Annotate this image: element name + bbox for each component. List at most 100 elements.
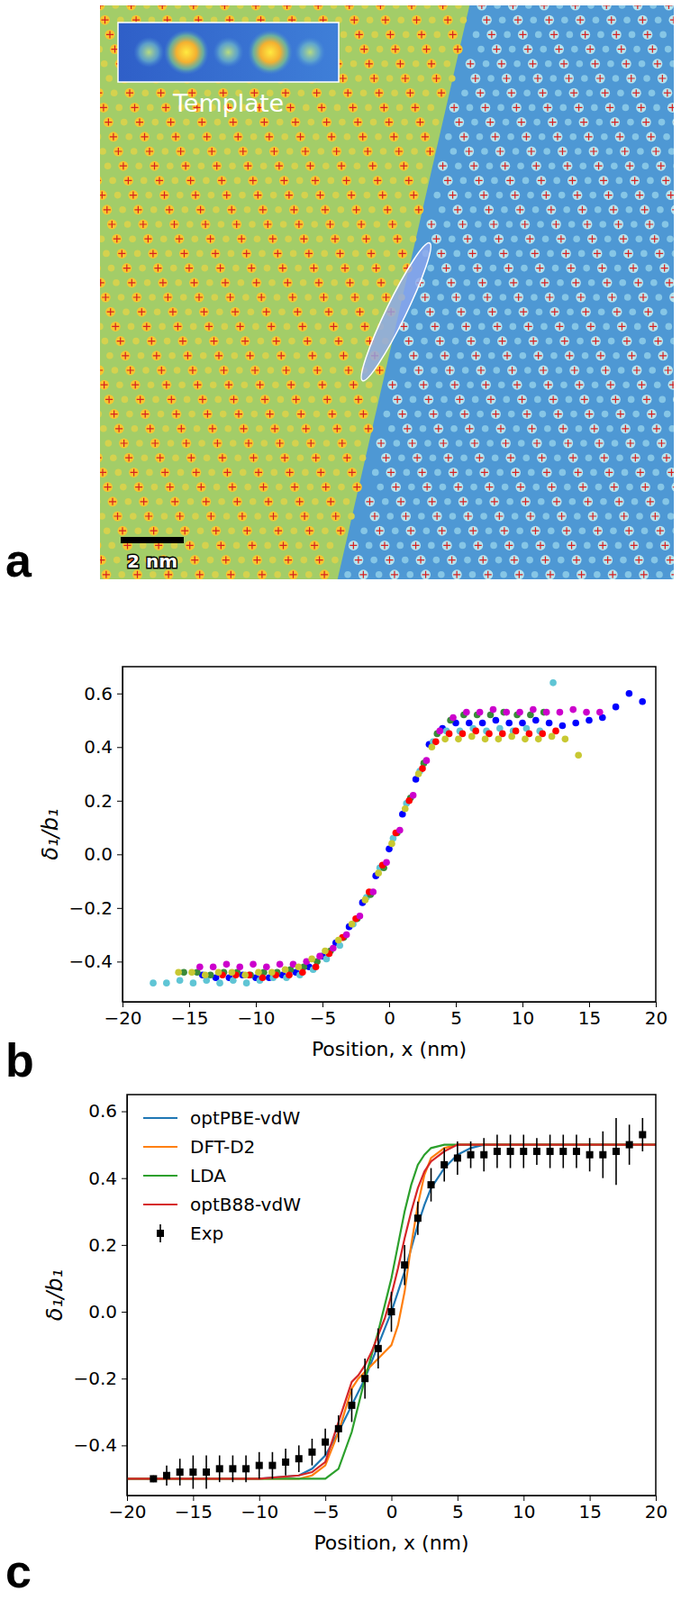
atom-column xyxy=(531,571,539,579)
atom-column xyxy=(347,235,355,243)
atom-column xyxy=(126,410,134,418)
atom-column xyxy=(258,250,266,258)
atom-column xyxy=(254,512,262,520)
atom-column xyxy=(656,206,664,214)
atom-column xyxy=(375,571,383,579)
atom-column xyxy=(668,425,674,433)
atom-column xyxy=(460,16,468,24)
atom-column xyxy=(108,542,116,550)
tick: −5 xyxy=(312,1495,339,1523)
atom-column xyxy=(566,308,574,316)
atom-column xyxy=(643,74,651,82)
atom-column xyxy=(396,542,404,550)
series-line xyxy=(127,1144,656,1480)
atom-column xyxy=(173,366,182,374)
point xyxy=(241,971,249,979)
point xyxy=(596,708,604,717)
point xyxy=(440,1161,448,1169)
atom-column xyxy=(552,264,560,273)
atom-column xyxy=(248,220,256,228)
atom-column xyxy=(539,410,547,418)
atom-column xyxy=(636,147,645,155)
point xyxy=(255,1461,264,1470)
atom-column xyxy=(373,220,382,228)
atom-column xyxy=(181,206,190,214)
atom-column xyxy=(136,439,144,447)
atom-column xyxy=(444,60,452,68)
atom-column xyxy=(429,454,437,462)
atom-column xyxy=(310,220,318,228)
atom-column xyxy=(545,337,554,346)
atom-column xyxy=(184,308,192,316)
atom-column xyxy=(530,293,538,301)
point xyxy=(209,963,218,972)
template-spot xyxy=(294,36,326,68)
atom-column xyxy=(649,5,657,10)
template-spot xyxy=(133,36,164,68)
tick-label: 15 xyxy=(578,1007,601,1029)
atom-column xyxy=(668,147,674,155)
atom-column xyxy=(575,425,583,433)
atom-column xyxy=(234,177,242,185)
point xyxy=(585,717,593,725)
atom-column xyxy=(477,45,485,54)
point xyxy=(382,858,391,866)
atom-column xyxy=(252,323,260,331)
atom-column xyxy=(484,250,492,258)
atom-column xyxy=(299,279,308,287)
atom-column xyxy=(653,104,661,112)
atom-column xyxy=(492,366,500,374)
atom-column xyxy=(592,16,600,24)
atom-column xyxy=(308,118,316,127)
atom-column xyxy=(131,425,139,433)
tick-label: 0.2 xyxy=(83,789,113,812)
atom-column xyxy=(301,469,309,477)
atom-column xyxy=(542,235,550,243)
atom-column xyxy=(302,104,310,112)
point xyxy=(347,1401,355,1409)
template-spot xyxy=(213,36,245,68)
point xyxy=(428,743,436,751)
tick-mark xyxy=(117,746,123,748)
lattice xyxy=(99,5,674,580)
tick-label: −20 xyxy=(108,1500,146,1523)
atom-column xyxy=(420,177,428,185)
tick-label: −5 xyxy=(312,1500,339,1523)
point xyxy=(586,1151,594,1159)
atom-column xyxy=(461,89,469,97)
atom-column xyxy=(493,5,501,10)
point xyxy=(263,963,271,972)
tick-label: 0.6 xyxy=(88,1099,118,1122)
tick-mark xyxy=(121,1378,128,1380)
atom-column xyxy=(203,454,211,462)
point xyxy=(505,719,513,727)
atom-column xyxy=(525,5,533,10)
atom-column xyxy=(662,498,670,506)
atom-column xyxy=(580,439,588,447)
tick-mark xyxy=(121,1111,128,1113)
point xyxy=(502,708,510,717)
atom-column xyxy=(339,396,347,404)
atom-column xyxy=(368,206,376,214)
atom-column xyxy=(344,410,352,418)
tick-mark xyxy=(655,1495,657,1501)
atom-column xyxy=(361,5,369,10)
atom-column xyxy=(406,571,414,579)
atom-column xyxy=(560,381,568,389)
point xyxy=(321,1438,329,1446)
point xyxy=(236,963,244,972)
atom-column xyxy=(321,526,329,535)
atom-column xyxy=(665,323,673,331)
atom-column xyxy=(286,147,294,155)
point xyxy=(546,1147,554,1155)
atom-column xyxy=(188,133,196,141)
atom-column xyxy=(438,206,446,214)
atom-column xyxy=(408,483,416,491)
atom-column xyxy=(599,220,607,228)
atom-column xyxy=(475,498,483,506)
atom-column xyxy=(620,191,628,200)
atom-column xyxy=(495,556,503,564)
tick: −15 xyxy=(170,1001,209,1029)
atom-column xyxy=(463,556,472,564)
point xyxy=(374,1344,382,1353)
